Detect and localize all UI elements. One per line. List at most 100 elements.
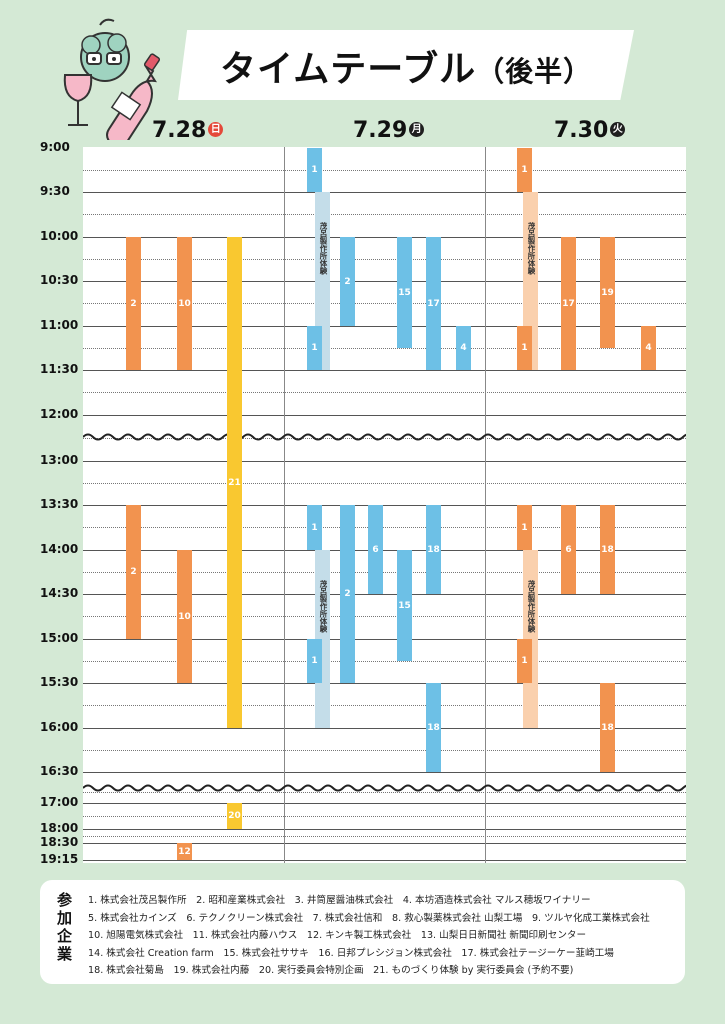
session-block: 1 <box>517 639 532 683</box>
session-number: 20 <box>228 811 241 821</box>
grape-character-icon <box>80 18 130 82</box>
time-label: 11:00 <box>40 318 79 332</box>
session-block: 茂呂製作所体験 <box>315 550 330 728</box>
grid-line <box>83 550 686 551</box>
session-number: 2 <box>130 298 137 309</box>
grid-line <box>83 683 686 684</box>
time-label: 14:30 <box>40 586 79 600</box>
page-title: タイムテーブル（後半） <box>220 49 593 90</box>
grid-line <box>83 728 686 729</box>
session-note: 茂呂製作所体験 <box>319 580 328 633</box>
session-number: 2 <box>130 567 137 577</box>
legend-line: 14. 株式会社 Creation farm 15. 株式会社ササキ 16. 日… <box>88 947 614 959</box>
session-block: 17 <box>426 237 441 370</box>
grid-line <box>83 803 686 804</box>
grid-half-line <box>83 572 686 573</box>
session-number: 1 <box>311 343 318 353</box>
grid-half-line <box>83 170 686 171</box>
time-label: 18:00 <box>40 821 79 835</box>
grid-half-line <box>83 705 686 706</box>
grid-line <box>83 772 686 773</box>
session-block: 15 <box>397 550 412 661</box>
day-date: 7.28 <box>152 118 207 143</box>
timetable-grid <box>83 147 686 863</box>
session-number: 17 <box>427 298 440 309</box>
time-label: 18:30 <box>40 835 79 849</box>
day-header-0730: 7.30 火 <box>554 118 626 143</box>
participants-legend: 参加企業 1. 株式会社茂呂製作所 2. 昭和産業株式会社 3. 井筒屋醤油株式… <box>40 880 685 984</box>
time-label: 10:30 <box>40 273 79 287</box>
grid-half-line <box>83 259 686 260</box>
time-label: 12:00 <box>40 407 79 421</box>
time-label: 9:30 <box>40 184 70 198</box>
session-number: 1 <box>311 165 318 175</box>
day-column-divider <box>485 147 486 863</box>
session-number: 15 <box>398 600 411 611</box>
grid-half-line <box>83 816 686 817</box>
grid-half-line <box>83 750 686 751</box>
time-break-divider <box>83 784 686 792</box>
time-label: 9:00 <box>40 140 70 154</box>
time-label: 16:30 <box>40 764 79 778</box>
grid-line <box>83 415 686 416</box>
time-label: 19:15 <box>40 852 79 866</box>
grid-line <box>83 594 686 595</box>
grid-half-line <box>83 616 686 617</box>
session-note: 茂呂製作所体験 <box>527 580 536 633</box>
time-label: 13:30 <box>40 497 79 511</box>
session-block: 1 <box>517 326 532 370</box>
page-subtitle: （後半） <box>476 55 593 88</box>
time-label: 11:30 <box>40 362 79 376</box>
session-note: 茂呂製作所体験 <box>319 222 328 275</box>
day-header-0728: 7.28 日 <box>152 118 224 143</box>
session-block: 茂呂製作所体験 <box>523 192 538 370</box>
session-number: 2 <box>344 589 351 599</box>
session-number: 19 <box>601 287 614 298</box>
grid-half-line <box>83 836 686 837</box>
session-number: 2 <box>344 276 351 287</box>
session-block: 1 <box>307 326 322 370</box>
session-block: 12 <box>177 843 192 860</box>
grid-line <box>83 843 686 844</box>
time-label: 15:30 <box>40 675 79 689</box>
legend-line: 5. 株式会社カインズ 6. テクノクリーン株式会社 7. 株式会社信和 8. … <box>88 912 650 924</box>
session-number: 18 <box>601 544 614 555</box>
session-block: 18 <box>600 683 615 772</box>
session-number: 15 <box>398 287 411 298</box>
day-of-week-badge: 月 <box>409 121 425 137</box>
session-number: 18 <box>601 722 614 733</box>
time-label: 17:00 <box>40 795 79 809</box>
grid-half-line <box>83 303 686 304</box>
session-number: 1 <box>521 165 528 175</box>
title-banner <box>178 30 634 100</box>
session-number: 1 <box>311 656 318 666</box>
time-label: 10:00 <box>40 229 79 243</box>
session-number: 12 <box>178 846 191 857</box>
grid-line <box>83 370 686 371</box>
session-block: 18 <box>600 505 615 594</box>
session-block: 2 <box>340 237 355 326</box>
session-number: 21 <box>228 477 241 488</box>
session-number: 1 <box>311 522 318 533</box>
session-block: 1 <box>307 639 322 683</box>
session-number: 1 <box>521 343 528 353</box>
legend-line: 1. 株式会社茂呂製作所 2. 昭和産業株式会社 3. 井筒屋醤油株式会社 4.… <box>88 895 591 906</box>
legend-line: 18. 株式会社菊島 19. 株式会社内藤 20. 実行委員会特別企画 21. … <box>88 965 574 977</box>
time-label: 14:00 <box>40 542 79 556</box>
session-number: 1 <box>521 656 528 666</box>
session-block: 1 <box>517 505 532 550</box>
grid-half-line <box>83 792 686 793</box>
day-of-week-badge: 日 <box>208 121 224 137</box>
session-number: 10 <box>178 298 191 309</box>
session-block: 10 <box>177 550 192 683</box>
session-block: 18 <box>426 505 441 594</box>
session-block: 2 <box>126 505 141 639</box>
session-number: 18 <box>427 544 440 555</box>
grid-line <box>83 326 686 327</box>
session-number: 10 <box>178 611 191 622</box>
grid-half-line <box>83 392 686 393</box>
session-number: 18 <box>427 722 440 733</box>
session-block: 4 <box>641 326 656 370</box>
session-number: 6 <box>565 544 572 555</box>
day-column-divider <box>284 147 285 863</box>
